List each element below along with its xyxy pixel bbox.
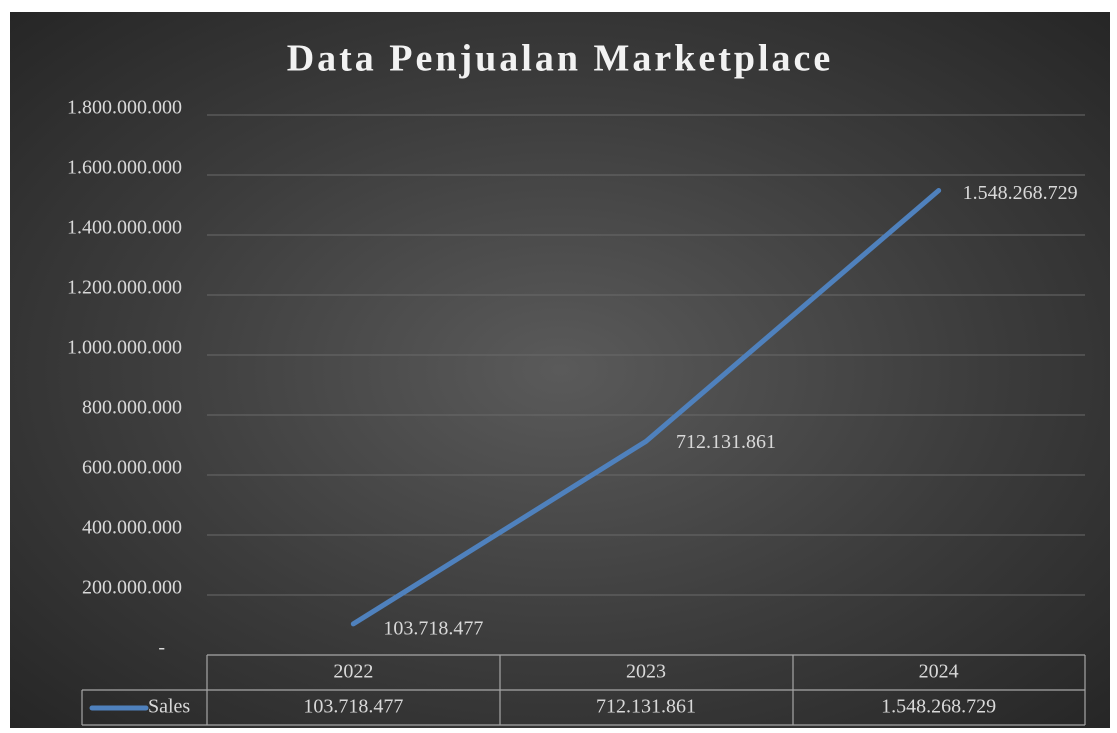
chart-title: Data Penjualan Marketplace — [287, 38, 834, 80]
y-tick-label: 1.200.000.000 — [67, 277, 182, 299]
x-tick-label: 2022 — [333, 661, 373, 683]
data-label: 103.718.477 — [383, 617, 483, 639]
y-tick-label: 1.800.000.000 — [67, 97, 182, 119]
line — [350, 188, 942, 627]
y-tick-label: 800.000.000 — [82, 397, 182, 419]
y-tick-label: 1.000.000.000 — [67, 337, 182, 359]
y-tick-label: 600.000.000 — [82, 457, 182, 479]
data-label: 1.548.268.729 — [963, 182, 1078, 204]
y-tick-label: 1.400.000.000 — [67, 217, 182, 239]
x-tick-label: 2023 — [626, 661, 666, 683]
y-tick-label: 400.000.000 — [82, 517, 182, 539]
chart-background — [10, 12, 1110, 728]
data-label: 712.131.861 — [676, 431, 776, 453]
y-tick-label: 200.000.000 — [82, 577, 182, 599]
x-tick-label: 2024 — [919, 661, 959, 683]
table-value: 1.548.268.729 — [881, 696, 996, 718]
y-tick-label: 1.600.000.000 — [67, 157, 182, 179]
y-tick-label: - — [158, 637, 165, 659]
legend-label: Sales — [148, 696, 190, 718]
table-value: 103.718.477 — [303, 696, 403, 718]
table-value: 712.131.861 — [596, 696, 696, 718]
